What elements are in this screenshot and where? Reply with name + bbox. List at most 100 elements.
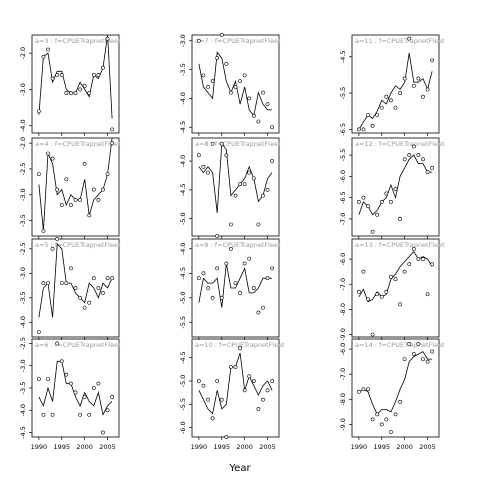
observed-point bbox=[430, 58, 435, 63]
observed-point bbox=[105, 408, 110, 413]
observed-point bbox=[46, 281, 50, 286]
observed-point bbox=[366, 297, 370, 302]
panel-a-10: a=10 : f=CPUETrapnetFleet -4.5 -5.0 -5.5 -6.… bbox=[179, 338, 285, 440]
y-tick-label: -5.5 bbox=[339, 149, 347, 162]
x-axis-title: Year bbox=[228, 463, 251, 474]
observed-point bbox=[384, 289, 389, 294]
x-tick-label: 2000 bbox=[76, 443, 93, 451]
observed-point bbox=[407, 262, 412, 267]
observed-point bbox=[233, 84, 238, 89]
observed-point bbox=[110, 141, 115, 146]
observed-point bbox=[59, 359, 64, 364]
observed-point bbox=[206, 170, 210, 175]
panel-strip-label: a=10 : f=CPUETrapnetFleet bbox=[195, 341, 285, 349]
observed-point bbox=[256, 222, 261, 227]
observed-point bbox=[251, 379, 256, 383]
y-tick-label: -5.5 bbox=[179, 398, 187, 411]
observed-point bbox=[366, 204, 370, 209]
observed-point bbox=[215, 266, 220, 271]
observed-point bbox=[87, 412, 92, 417]
panel-strip-label: a=11 : f=CPUETrapnetFleet bbox=[355, 37, 445, 45]
observed-point bbox=[265, 276, 270, 281]
observed-point bbox=[425, 170, 430, 174]
observed-point bbox=[361, 269, 366, 274]
observed-point bbox=[233, 281, 238, 286]
observed-point bbox=[78, 412, 82, 417]
observed-point bbox=[215, 379, 220, 383]
y-tick-label: -5.0 bbox=[179, 212, 187, 225]
observed-point bbox=[196, 38, 201, 43]
y-tick-label: -4.5 bbox=[179, 184, 187, 197]
observed-point bbox=[411, 144, 416, 149]
observed-point bbox=[110, 395, 115, 399]
observed-point bbox=[64, 281, 69, 286]
y-tick-label: -6.0 bbox=[179, 421, 187, 434]
panel-frame bbox=[31, 238, 120, 338]
observed-point bbox=[96, 286, 101, 290]
observed-point bbox=[402, 269, 407, 274]
observed-point bbox=[91, 276, 96, 281]
observed-point bbox=[261, 305, 265, 310]
y-tick-label: -3.5 bbox=[19, 382, 27, 395]
panel-strip-label: a=12 : f=CPUETrapnetFleet bbox=[355, 140, 445, 148]
observed-point bbox=[78, 295, 82, 300]
observed-point bbox=[265, 187, 270, 192]
observed-point bbox=[366, 112, 370, 117]
observed-point bbox=[425, 87, 430, 92]
observed-point bbox=[407, 342, 412, 346]
y-tick-label: -5.0 bbox=[179, 375, 187, 388]
y-tick-label: -2.0 bbox=[19, 47, 27, 60]
observed-point bbox=[407, 153, 412, 157]
observed-point bbox=[247, 96, 252, 101]
observed-point bbox=[375, 412, 380, 417]
y-tick-label: -3.0 bbox=[19, 83, 27, 96]
observed-point bbox=[416, 76, 421, 81]
y-tick-label: -7.0 bbox=[339, 278, 347, 291]
observed-point bbox=[96, 381, 101, 386]
observed-point bbox=[224, 435, 229, 439]
panel-grid: a=3 : f=CPUETrapnetFleet-2.0-3.0-4.0a=7 … bbox=[19, 33, 445, 440]
observed-point bbox=[229, 246, 233, 251]
observed-point bbox=[219, 33, 224, 37]
x-tick-label: 1995 bbox=[213, 443, 230, 451]
observed-point bbox=[64, 91, 69, 95]
x-tick-label: 1990 bbox=[351, 443, 368, 451]
observed-point bbox=[201, 271, 206, 276]
observed-point bbox=[247, 256, 252, 261]
observed-point bbox=[384, 191, 389, 196]
observed-point bbox=[91, 73, 96, 77]
observed-point bbox=[36, 172, 41, 177]
observed-point bbox=[55, 341, 60, 346]
y-tick-label: -4.5 bbox=[339, 50, 347, 63]
observed-point bbox=[402, 357, 407, 362]
observed-point bbox=[233, 193, 238, 198]
panel-strip-label: a=5 : f=CPUETrapnetFleet bbox=[35, 241, 121, 249]
observed-point bbox=[55, 187, 60, 192]
panel-frame bbox=[191, 338, 280, 438]
observed-point bbox=[82, 83, 87, 88]
observed-point bbox=[50, 156, 55, 161]
observed-point bbox=[430, 349, 435, 354]
y-tick-label: -8.0 bbox=[339, 303, 347, 316]
panel-strip-label: a=4 : f=CPUETrapnetFleet bbox=[35, 140, 121, 148]
observed-point bbox=[270, 266, 275, 271]
observed-point bbox=[379, 422, 384, 427]
observed-point bbox=[82, 305, 87, 310]
observed-point bbox=[242, 388, 247, 393]
panel-strip-label: a=14 : f=CPUETrapnetFleet bbox=[355, 341, 445, 349]
panel-frame bbox=[191, 34, 280, 134]
observed-point bbox=[270, 159, 275, 163]
y-tick-label: -6.0 bbox=[339, 343, 347, 356]
observed-point bbox=[210, 416, 215, 421]
y-tick-label: -6.5 bbox=[339, 123, 347, 136]
observed-point bbox=[87, 213, 92, 218]
observed-point bbox=[64, 177, 69, 182]
observed-point bbox=[407, 36, 412, 41]
y-tick-label: -6.0 bbox=[339, 170, 347, 183]
observed-point bbox=[256, 310, 261, 315]
observed-point bbox=[421, 357, 425, 362]
observed-point bbox=[398, 399, 402, 404]
y-tick-label: -7.0 bbox=[339, 368, 347, 381]
observed-point bbox=[59, 203, 64, 207]
